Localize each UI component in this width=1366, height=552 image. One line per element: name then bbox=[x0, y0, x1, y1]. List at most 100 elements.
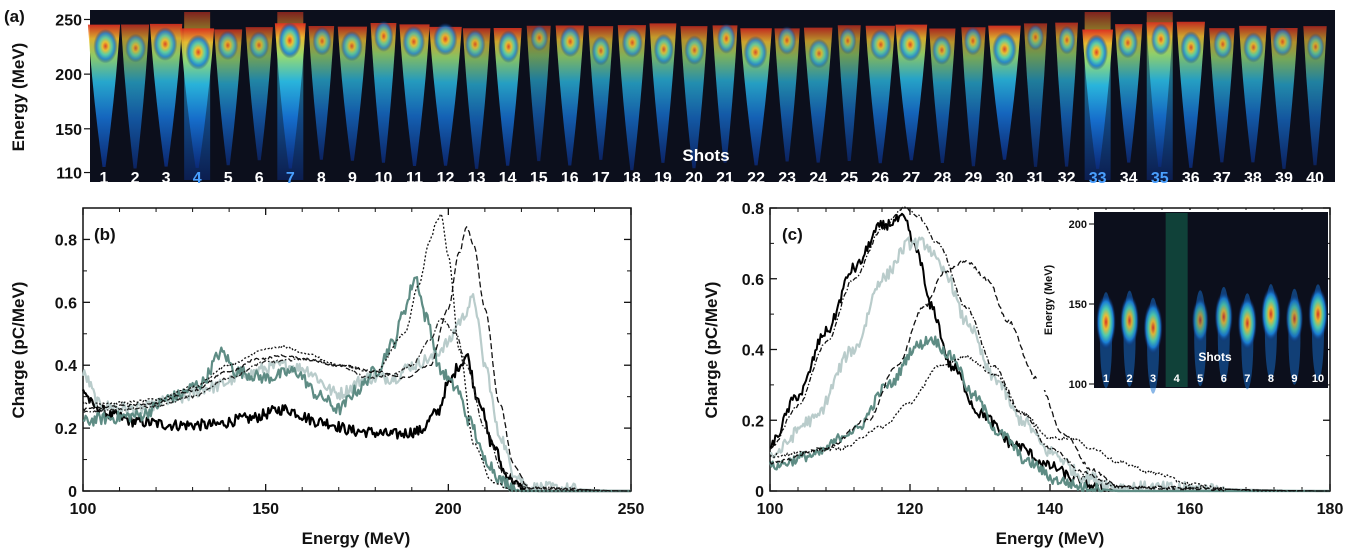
panel-a-shot-hotspot bbox=[869, 29, 892, 61]
panel-c-series bbox=[768, 205, 1330, 493]
panel-a-shot-number: 10 bbox=[375, 170, 393, 187]
panel-a-shot-hotspot bbox=[653, 33, 674, 65]
panel-a-shot-hotspot bbox=[777, 26, 797, 55]
panel-a-shot-hotspot bbox=[591, 36, 611, 66]
panel-a-tag: (a) bbox=[4, 7, 25, 26]
x-tick-label: 150 bbox=[252, 501, 279, 518]
inset-shot-hotspot bbox=[1214, 291, 1233, 342]
panel-a-shot-hotspot bbox=[1306, 33, 1325, 61]
panel-a-shot-number: 20 bbox=[685, 170, 703, 187]
panel-a-shot-streak bbox=[245, 27, 273, 161]
panel-c-x-label: Energy (MeV) bbox=[996, 529, 1105, 548]
inset-shot-numbers: 1 2 3 4 5 6 7 8 9 10 bbox=[1103, 373, 1324, 385]
inset-shot-number: 9 bbox=[1291, 373, 1297, 385]
inset-shot-number: 2 bbox=[1126, 373, 1132, 385]
panel-a-shot-hotspot bbox=[559, 26, 581, 58]
panel-a-shot-hotspot bbox=[1272, 27, 1293, 57]
panel-a-shot-number: 19 bbox=[654, 170, 672, 187]
panel-a-shot-number: 9 bbox=[348, 170, 357, 187]
inset-shot-number: 8 bbox=[1268, 373, 1274, 385]
panel-a-y-tick-label: 110 bbox=[56, 166, 82, 183]
y-tick-label: 0.6 bbox=[55, 295, 77, 312]
x-tick-label: 100 bbox=[70, 501, 97, 518]
inset-shot-number: 3 bbox=[1150, 373, 1156, 385]
panel-a-shot-hotspot bbox=[1150, 23, 1171, 56]
panel-a-shot-hotspot bbox=[963, 26, 983, 56]
inset-y-ticks: 100 150 200 bbox=[1069, 219, 1094, 391]
panel-a-shot-number: 36 bbox=[1182, 170, 1200, 187]
panel-a-shot-number: 15 bbox=[530, 170, 548, 187]
y-tick-label: 0.2 bbox=[742, 413, 764, 430]
panel-a-shot-number: 17 bbox=[592, 170, 610, 187]
panel-b-ticks: 100 150 200 250 0 0.2 0.4 0.6 0.8 bbox=[55, 208, 645, 518]
panel-a-shot-number: 5 bbox=[224, 170, 233, 187]
panel-a-shot-number: 38 bbox=[1244, 170, 1262, 187]
panel-b-series bbox=[81, 213, 631, 493]
panel-a-shot-streak bbox=[1209, 28, 1235, 163]
series-line-3 bbox=[768, 335, 1330, 493]
panel-a-shot-streak bbox=[1239, 25, 1267, 163]
panel-a-shot-hotspot bbox=[684, 35, 705, 65]
panel-b-y-label: Charge (pC/MeV) bbox=[9, 282, 28, 419]
panel-a-shot-number: 27 bbox=[902, 170, 920, 187]
panel-a-shot-hotspot bbox=[374, 20, 394, 52]
panel-a-shot-number: 6 bbox=[255, 170, 264, 187]
y-tick-label: 0.8 bbox=[55, 232, 77, 249]
panel-a-shot-hotspot bbox=[932, 35, 952, 65]
panel-a-shot-hotspot bbox=[153, 27, 178, 61]
panel-a-shot-hotspot bbox=[1084, 34, 1109, 71]
panel-a-shots-label: Shots bbox=[682, 146, 729, 165]
panel-a-shot-streak bbox=[837, 25, 861, 161]
panel-a-shot-number: 28 bbox=[933, 170, 951, 187]
panel-a-shot-number: 40 bbox=[1306, 170, 1324, 187]
panel-a-shot-streaks bbox=[87, 12, 1327, 180]
inset-shot-streaks bbox=[1096, 213, 1328, 394]
panel-a-shot-number: 16 bbox=[561, 170, 579, 187]
x-tick-label: 160 bbox=[1177, 501, 1204, 518]
panel-a-shot-number: 35 bbox=[1151, 170, 1169, 187]
panel-a-shot-number: 39 bbox=[1275, 170, 1293, 187]
panel-a-shot-streak bbox=[308, 25, 335, 160]
panel-a-shot-hotspot bbox=[125, 33, 147, 63]
inset-diffuse-shot bbox=[1165, 213, 1188, 387]
inset-shots-label: Shots bbox=[1198, 350, 1232, 364]
panel-a-shot-hotspot bbox=[498, 30, 520, 64]
x-tick-label: 180 bbox=[1317, 501, 1344, 518]
inset-shot-hotspot bbox=[1191, 297, 1209, 343]
panel-a-shot-streak bbox=[429, 26, 462, 166]
y-tick-label: 0.6 bbox=[742, 272, 764, 289]
panel-a-shot-number: 37 bbox=[1213, 170, 1231, 187]
inset-shot-hotspot bbox=[1285, 294, 1304, 343]
panel-c-y-label: Charge (pC/MeV) bbox=[702, 282, 721, 419]
panel-c-tag: (c) bbox=[782, 225, 803, 244]
panel-a-shot-hotspot bbox=[743, 35, 768, 69]
panel-a-shot-streak bbox=[1270, 28, 1298, 169]
panel-a-shot-streak bbox=[929, 28, 956, 163]
panel-a-shot-hotspot bbox=[217, 30, 239, 61]
panel-a-shot-hotspot bbox=[1243, 32, 1264, 63]
x-tick-label: 200 bbox=[435, 501, 462, 518]
panel-a-shot-hotspot bbox=[464, 29, 486, 60]
panel-a-shot-streak bbox=[493, 27, 522, 166]
panel-a-shot-hotspot bbox=[621, 27, 643, 58]
panel-a-shot-hotspot bbox=[402, 25, 426, 58]
panel-a-shot-number: 18 bbox=[623, 170, 641, 187]
panel-a-shot-streak bbox=[774, 28, 800, 162]
panel-a-shot-streak bbox=[462, 28, 491, 169]
panel-a-shot-streak bbox=[526, 25, 551, 162]
panel-a-shot-number: 33 bbox=[1089, 170, 1107, 187]
panel-a-shot-number: 8 bbox=[317, 170, 326, 187]
inset-shot-number: 1 bbox=[1103, 373, 1109, 385]
panel-a-y-label: Energy (MeV) bbox=[9, 43, 28, 152]
panel-a-shot-number: 24 bbox=[809, 170, 827, 187]
panel-a-shot-streak bbox=[121, 24, 150, 169]
panel-c-inset: 100 150 200 Energy (MeV) Shots 1 2 3 4 5 6 7 8 9 10 bbox=[1038, 210, 1328, 394]
panel-a-shot-streak bbox=[555, 25, 584, 166]
panel-a-shot-streak bbox=[274, 23, 306, 169]
panel-a-shot-streak bbox=[961, 27, 986, 167]
panel-a-shot-number: 22 bbox=[747, 170, 765, 187]
panel-a-shot-number: 11 bbox=[406, 170, 423, 187]
panel-a-y-tick-label: 250 bbox=[55, 12, 82, 29]
x-tick-label: 250 bbox=[618, 501, 645, 518]
